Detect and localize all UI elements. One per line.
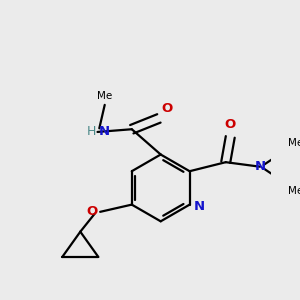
Text: Me: Me xyxy=(288,138,300,148)
Text: O: O xyxy=(225,118,236,131)
Text: H: H xyxy=(86,125,96,138)
Text: N: N xyxy=(254,160,266,173)
Text: O: O xyxy=(86,205,98,218)
Text: N: N xyxy=(98,125,110,138)
Text: O: O xyxy=(162,102,173,115)
Text: N: N xyxy=(194,200,205,213)
Text: Me: Me xyxy=(97,91,112,101)
Text: Me: Me xyxy=(288,186,300,196)
